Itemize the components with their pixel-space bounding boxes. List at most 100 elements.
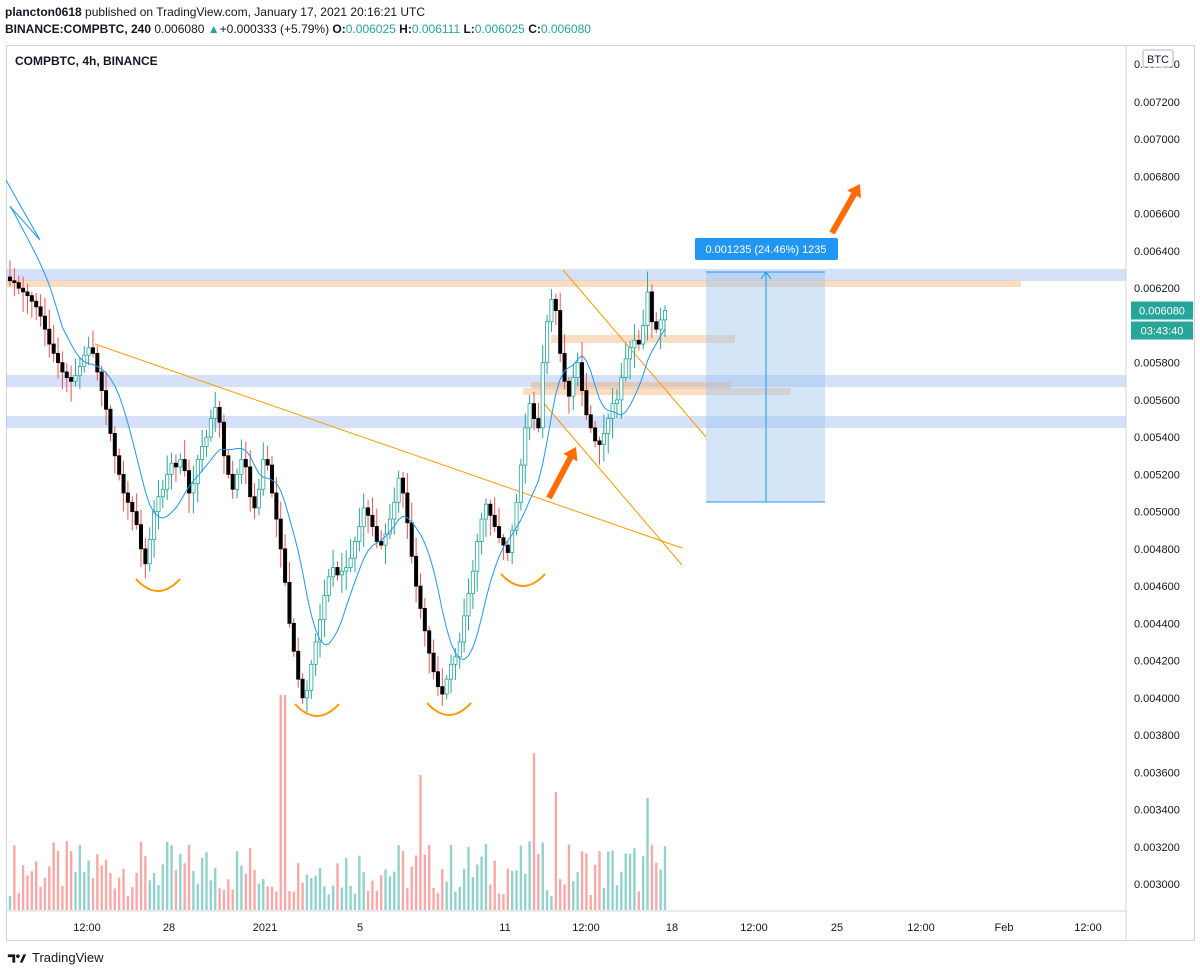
- currency-badge-text: BTC: [1147, 54, 1169, 66]
- candle-body: [405, 492, 410, 524]
- volume-bar: [152, 873, 156, 910]
- volume-bar: [655, 862, 658, 910]
- volume-bar: [200, 857, 204, 910]
- candle-body: [309, 663, 314, 691]
- candle-body: [580, 362, 585, 391]
- candle-body: [173, 462, 178, 468]
- volume-bar: [310, 877, 313, 910]
- volume-bar: [524, 873, 527, 910]
- candle-body: [344, 567, 349, 572]
- volume-bar: [454, 891, 457, 910]
- volume-bar: [83, 872, 86, 910]
- volume-bar: [476, 864, 479, 910]
- volume-bar: [480, 856, 483, 910]
- volume-bar: [510, 870, 514, 910]
- candle-body: [462, 615, 467, 643]
- volume-bar: [240, 865, 243, 910]
- volume-bar: [458, 886, 461, 910]
- volume-bar: [620, 871, 623, 910]
- volume-bar: [393, 871, 396, 910]
- candle-body: [95, 352, 100, 373]
- volume-bar: [358, 855, 361, 910]
- candle-body: [143, 548, 148, 565]
- volume-bar: [209, 880, 213, 910]
- time-axis-label: 2021: [253, 922, 277, 934]
- volume-bar: [593, 864, 597, 910]
- volume-bar: [21, 865, 25, 910]
- candle-body: [361, 507, 366, 527]
- high-value: 0.006111: [411, 22, 461, 36]
- volume-bar: [69, 851, 73, 910]
- volume-bar: [607, 851, 610, 910]
- candle-body: [25, 291, 30, 297]
- volume-bar: [13, 845, 16, 910]
- volume-bar: [257, 883, 261, 910]
- volume-bar: [489, 884, 492, 910]
- candle-body: [466, 593, 471, 617]
- volume-bar: [336, 863, 339, 910]
- volume-bar: [288, 891, 291, 910]
- time-axis-label: 12:00: [907, 922, 935, 934]
- candle-body: [440, 686, 445, 695]
- volume-bar: [187, 844, 191, 910]
- candle-body: [366, 507, 371, 516]
- trendline-wedge-lower: [540, 399, 683, 566]
- volume-bar: [61, 886, 64, 910]
- support-zone-lower: [6, 416, 1126, 428]
- volume-bar: [528, 841, 531, 910]
- volume-bar: [74, 871, 77, 910]
- volume-bar: [441, 869, 444, 910]
- candle-body: [654, 321, 659, 330]
- symbol-interval: BINANCE:COMPBTC, 240: [5, 22, 152, 36]
- volume-bar: [541, 842, 544, 910]
- candle-body: [274, 492, 279, 520]
- volume-bar: [506, 868, 509, 910]
- price-axis-label: 0.006600: [1134, 209, 1180, 221]
- volume-bar: [8, 896, 12, 910]
- candle-body: [339, 570, 344, 576]
- candle-body: [252, 496, 257, 509]
- measure-arrow-head: [760, 271, 772, 280]
- chart-frame[interactable]: [6, 45, 1195, 941]
- candle-body: [636, 339, 641, 345]
- volume-bar: [104, 859, 108, 910]
- volume-bar: [602, 888, 606, 910]
- candle-body: [200, 446, 205, 460]
- price-axis-label: 0.004600: [1134, 581, 1180, 593]
- volume-bar: [113, 888, 116, 910]
- candle-body: [108, 408, 113, 434]
- candle-body: [21, 287, 26, 293]
- candle-body: [265, 459, 270, 466]
- volume-bar: [166, 842, 169, 910]
- candle-body: [414, 555, 419, 587]
- candle-body: [614, 399, 619, 405]
- tradingview-logo-icon: [7, 953, 27, 963]
- price-axis-label: 0.003400: [1134, 805, 1180, 817]
- volume-bar: [56, 850, 60, 910]
- candle-body: [444, 678, 449, 695]
- currency-badge: [1142, 49, 1174, 68]
- time-axis-label: 25: [831, 922, 843, 934]
- candle-body: [51, 343, 56, 354]
- price-axis-label: 0.005600: [1134, 395, 1180, 407]
- author-name[interactable]: plancton0618: [5, 5, 82, 19]
- candle-body: [169, 462, 174, 475]
- up-triangle-icon: ▲: [207, 22, 220, 36]
- volume-bar: [327, 894, 330, 910]
- candle-body: [230, 473, 235, 490]
- candle-body: [623, 358, 628, 378]
- candle-body: [178, 459, 183, 468]
- candle-body: [69, 377, 74, 382]
- candle-body: [549, 298, 554, 323]
- volume-bar: [244, 873, 247, 910]
- tradingview-logo[interactable]: TradingView: [6, 950, 104, 965]
- candle-body: [628, 347, 633, 360]
- candle-body: [331, 567, 336, 578]
- candle-body: [56, 352, 61, 364]
- candle-body: [658, 319, 663, 330]
- volume-bar: [174, 870, 178, 910]
- candle-body: [427, 630, 432, 654]
- candle-body: [182, 459, 187, 472]
- chart-canvas[interactable]: 0.0074000.0072000.0070000.0068000.006600…: [0, 0, 1200, 944]
- high-label: H:: [399, 22, 412, 36]
